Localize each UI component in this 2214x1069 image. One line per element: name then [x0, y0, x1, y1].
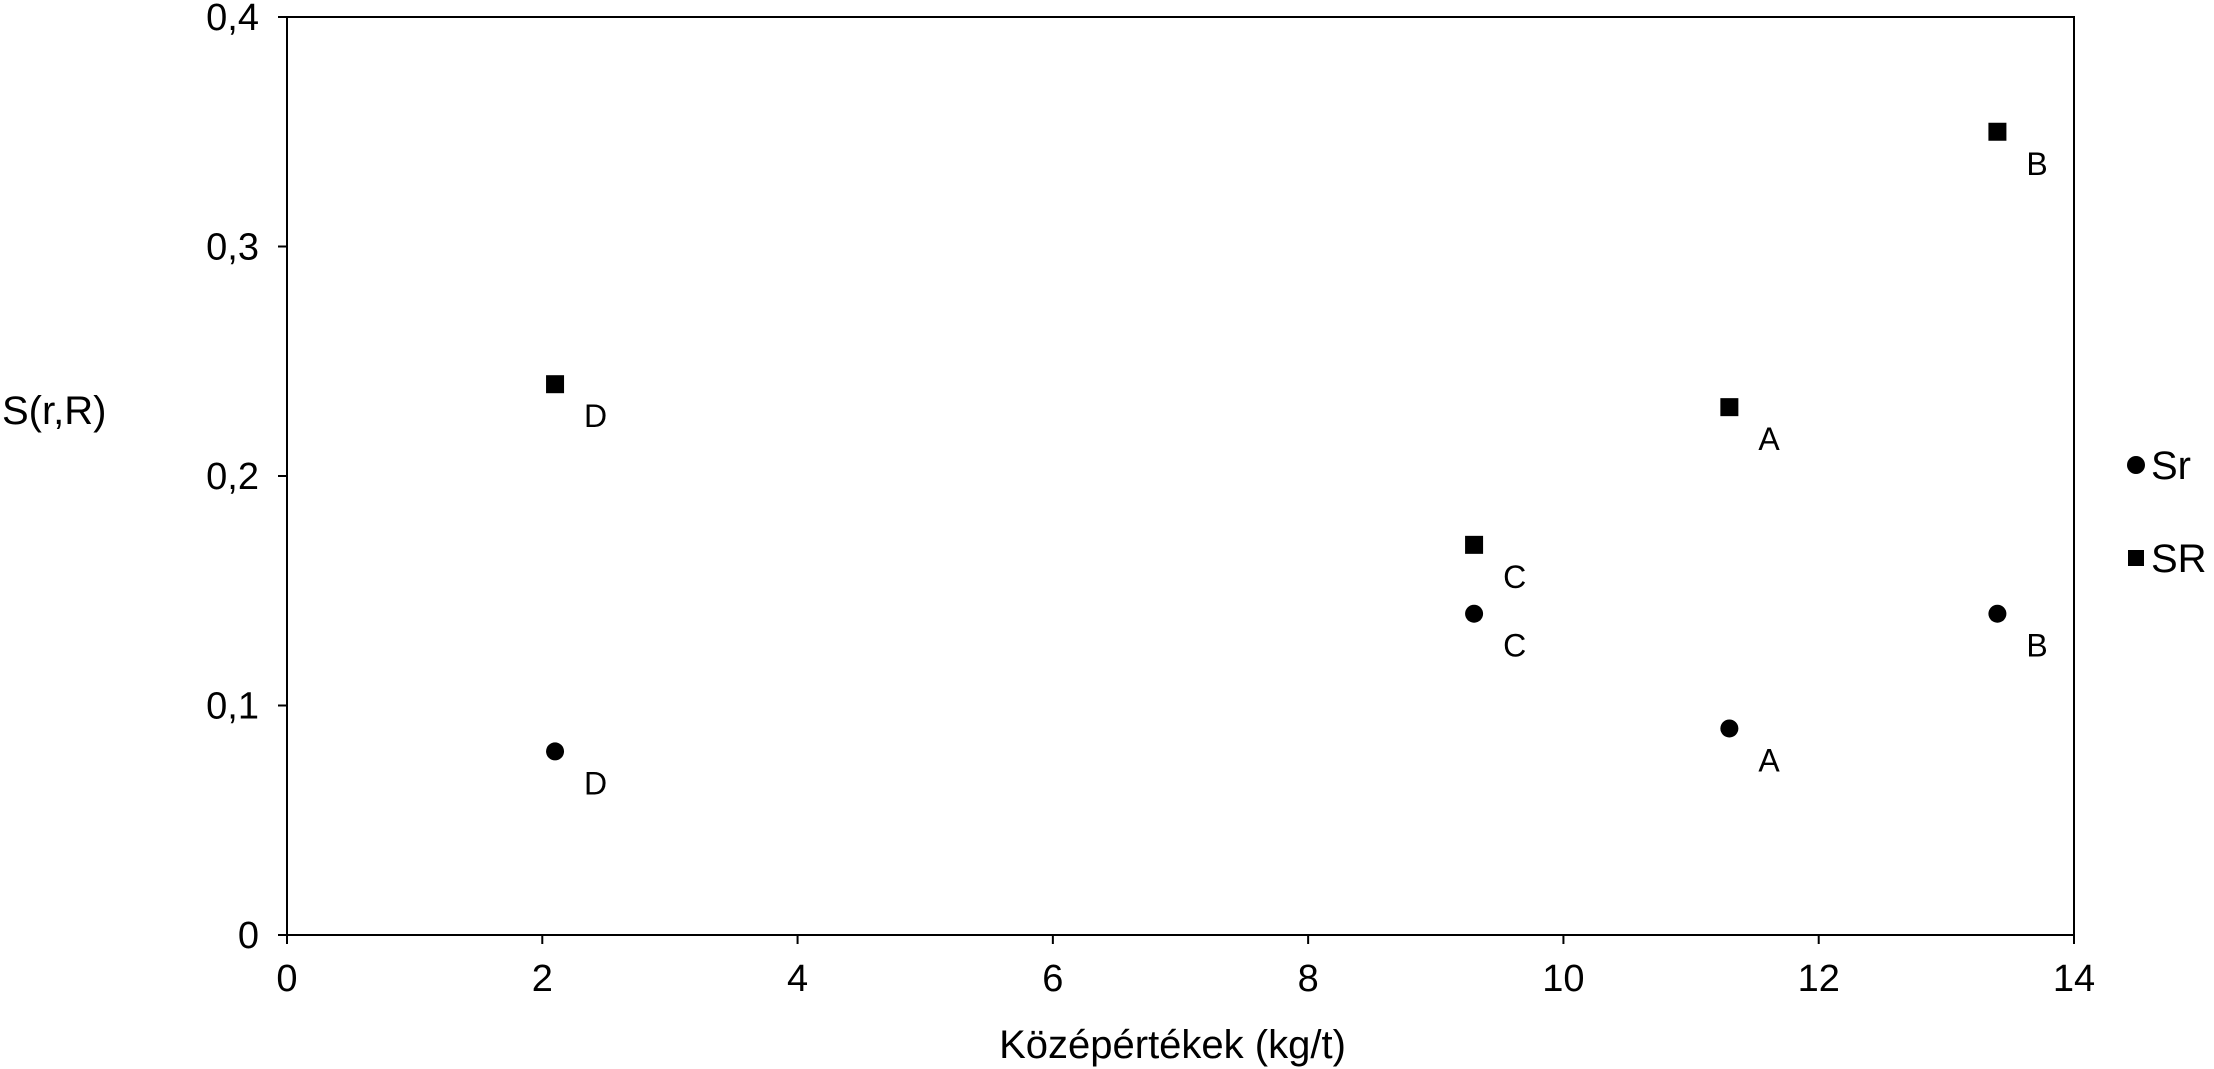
y-tick-label: 0 [238, 915, 259, 957]
point-label-sr-b: B [2026, 146, 2047, 182]
y-tick-label: 0,1 [206, 686, 259, 728]
data-points [546, 122, 2007, 761]
point-sr-a [1720, 398, 1739, 417]
point-sr-b [1988, 122, 2007, 141]
x-tick-label: 4 [787, 958, 808, 1000]
x-tick-label: 12 [1798, 958, 1840, 1000]
point-sr-c [1465, 604, 1484, 623]
point-sr-b [1988, 604, 2007, 623]
point-label-sr-d: D [584, 398, 607, 434]
y-axis: 0 0,1 0,2 0,3 0,4 [206, 0, 287, 957]
point-labels: D C A B D C A B [584, 146, 2048, 802]
point-sr-d [546, 375, 565, 394]
y-tick-label: 0,3 [206, 227, 259, 269]
legend-label-sr: Sr [2151, 444, 2191, 488]
legend-label-sr: SR [2151, 537, 2207, 581]
point-label-sr-c: C [1503, 628, 1526, 664]
x-tick-label: 14 [2053, 958, 2095, 1000]
point-sr-c [1465, 535, 1484, 554]
point-label-sr-b: B [2026, 628, 2047, 664]
point-label-sr-d: D [584, 765, 607, 801]
point-label-sr-a: A [1758, 742, 1780, 778]
x-axis-title: Középértékek (kg/t) [999, 1023, 1346, 1067]
point-sr-a [1720, 719, 1739, 738]
plot-border [286, 16, 2075, 936]
x-tick-label: 8 [1298, 958, 1319, 1000]
y-axis-title: S(r,R) [2, 389, 106, 433]
y-tick-label: 0,2 [206, 456, 259, 498]
point-sr-d [546, 742, 565, 761]
x-axis: 0 2 4 6 8 10 12 14 [276, 935, 2095, 1000]
x-tick-label: 6 [1042, 958, 1063, 1000]
x-tick-label: 2 [532, 958, 553, 1000]
x-tick-label: 0 [276, 958, 297, 1000]
plot-area [286, 16, 2075, 936]
point-label-sr-a: A [1758, 421, 1780, 457]
point-label-sr-c: C [1503, 559, 1526, 595]
legend-marker-sr [2128, 550, 2144, 566]
x-tick-label: 10 [1542, 958, 1584, 1000]
legend: Sr SR [2127, 444, 2207, 581]
y-tick-label: 0,4 [206, 0, 259, 39]
legend-marker-sr [2127, 456, 2145, 474]
